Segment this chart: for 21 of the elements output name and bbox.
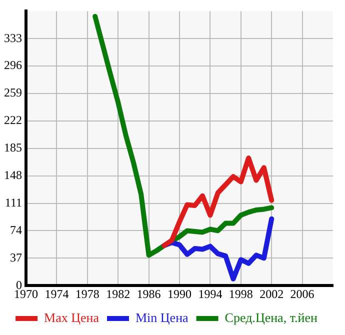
- y-tick-label: 37: [10, 250, 22, 264]
- x-tick-label: 1974: [44, 286, 69, 301]
- x-tick-label: 2002: [260, 286, 284, 301]
- x-tick-label: 1994: [198, 286, 222, 301]
- x-tick-label: 1998: [228, 286, 253, 301]
- legend-label: Сред.Цена, т.йен: [224, 310, 318, 325]
- x-tick-label: 2006: [290, 286, 314, 301]
- y-tick-label: 185: [4, 140, 22, 155]
- y-tick-label: 74: [10, 222, 22, 237]
- x-tick-label: 1978: [75, 286, 100, 301]
- y-tick-label: 222: [4, 113, 22, 128]
- x-tick-label: 1982: [106, 286, 130, 301]
- legend-label: Max Цена: [44, 310, 100, 325]
- y-tick-label: 148: [4, 168, 22, 182]
- legend-label: Min Цена: [136, 310, 189, 325]
- y-tick-label: 259: [4, 86, 22, 100]
- y-tick-label: 111: [4, 195, 22, 210]
- x-tick-label: 1990: [168, 286, 192, 301]
- y-tick-label: 296: [4, 58, 22, 72]
- x-tick-label: 1986: [136, 286, 161, 301]
- y-tick-label: 333: [4, 30, 22, 45]
